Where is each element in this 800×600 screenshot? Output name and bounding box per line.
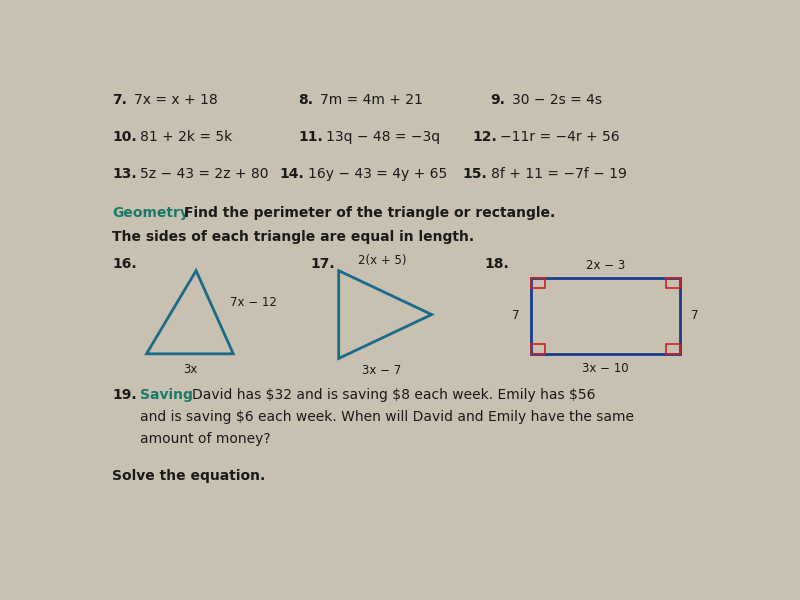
Text: 15.: 15. [462,167,487,181]
Text: 8f + 11 = −7f − 19: 8f + 11 = −7f − 19 [490,167,626,181]
Text: amount of money?: amount of money? [140,432,271,446]
Text: 30 − 2s = 4s: 30 − 2s = 4s [512,93,602,107]
Text: 3x − 7: 3x − 7 [362,364,402,377]
Text: 16y − 43 = 4y + 65: 16y − 43 = 4y + 65 [308,167,447,181]
Text: 3x: 3x [182,363,197,376]
Text: 11.: 11. [298,130,323,144]
Text: 7m = 4m + 21: 7m = 4m + 21 [320,93,423,107]
Text: Solve the equation.: Solve the equation. [112,469,266,484]
Text: 7: 7 [512,309,520,322]
Text: 5z − 43 = 2z + 80: 5z − 43 = 2z + 80 [140,167,269,181]
Text: 13.: 13. [112,167,137,181]
Text: 16.: 16. [112,257,137,271]
Text: 7x = x + 18: 7x = x + 18 [134,93,218,107]
Text: and is saving $6 each week. When will David and Emily have the same: and is saving $6 each week. When will Da… [140,410,634,424]
Bar [666,278,680,288]
Text: 10.: 10. [112,130,137,144]
Text: Find the perimeter of the triangle or rectangle.: Find the perimeter of the triangle or re… [184,206,555,220]
Bar [666,344,680,354]
Text: 7.: 7. [112,93,127,107]
Text: Saving: Saving [140,388,193,403]
Text: 8.: 8. [298,93,314,107]
Text: 2x − 3: 2x − 3 [586,259,625,272]
Text: 7x − 12: 7x − 12 [230,296,277,310]
Text: 17.: 17. [310,257,335,271]
Text: 81 + 2k = 5k: 81 + 2k = 5k [140,130,233,144]
Text: The sides of each triangle are equal in length.: The sides of each triangle are equal in … [112,230,474,244]
Text: −11r = −4r + 56: −11r = −4r + 56 [500,130,619,144]
Text: Geometry: Geometry [112,206,190,220]
Text: David has $32 and is saving $8 each week. Emily has $56: David has $32 and is saving $8 each week… [192,388,595,403]
Text: 2(x + 5): 2(x + 5) [358,254,406,267]
Text: 18.: 18. [485,257,509,271]
Text: 7: 7 [691,309,698,322]
Text: 19.: 19. [112,388,137,403]
Text: 3x − 10: 3x − 10 [582,362,629,375]
Text: 14.: 14. [280,167,305,181]
Text: 9.: 9. [490,93,506,107]
Text: 13q − 48 = −3q: 13q − 48 = −3q [326,130,441,144]
Bar [531,278,680,354]
Text: 12.: 12. [472,130,497,144]
Bar [531,278,545,288]
Bar [531,344,545,354]
